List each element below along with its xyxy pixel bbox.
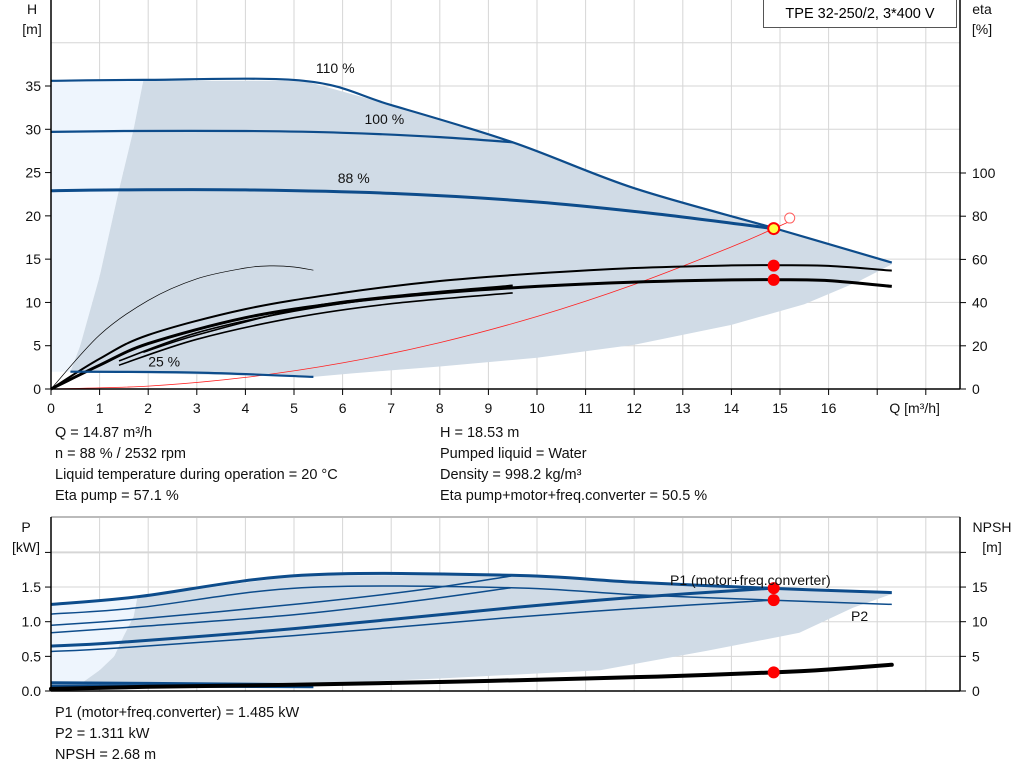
x-tick-label: 8 <box>436 400 444 416</box>
power-curve-p2-100 <box>50 586 512 634</box>
y2-tick-label: 60 <box>972 251 988 267</box>
x-tick-label: 7 <box>387 400 395 416</box>
power-curve-p2-88 <box>50 599 774 653</box>
y-tick-label: 0.5 <box>22 648 42 664</box>
npsh-curve <box>49 662 894 691</box>
x-tick-label: 0 <box>47 400 55 416</box>
p1-curve-label: P1 (motor+freq.converter) <box>670 572 831 588</box>
chart-title: TPE 32-250/2, 3*400 V <box>763 0 957 28</box>
y2-tick-label: 20 <box>972 338 988 354</box>
y-tick-label: 30 <box>25 121 41 137</box>
x-tick-label: 2 <box>144 400 152 416</box>
y-tick-label: 35 <box>25 78 41 94</box>
y-tick-label: 0.0 <box>22 683 42 699</box>
y2-axis-label: NPSH <box>973 519 1012 535</box>
y-tick-label: 1.0 <box>22 614 42 630</box>
y2-tick-label: 80 <box>972 208 988 224</box>
head-curve-label: 25 % <box>148 353 180 369</box>
readout-head: H = 18.53 m <box>440 425 520 441</box>
eta-curve-eta-pump-100 <box>118 285 513 362</box>
y-tick-label: 25 <box>25 165 41 181</box>
y-axis-label: H <box>27 1 37 17</box>
duty-point-marker <box>767 222 781 236</box>
x-tick-label: 14 <box>724 400 740 416</box>
x-tick-label: 11 <box>578 400 593 416</box>
readout-eta-total: Eta pump+motor+freq.converter = 50.5 % <box>440 488 708 504</box>
y-axis-label: P <box>21 519 30 535</box>
y2-tick-label: 0 <box>972 381 980 397</box>
eta-curve-eta-pump-25 <box>50 265 314 390</box>
readout-npsh: NPSH = 2.68 m <box>55 747 157 763</box>
y2-axis-unit: [%] <box>972 21 992 37</box>
eta-curve-eta-pump <box>50 264 892 390</box>
x-tick-label: 12 <box>626 400 642 416</box>
head-curve-label: 88 % <box>338 170 370 186</box>
p2-curve-label: P2 <box>851 608 868 624</box>
readout-liquid: Pumped liquid = Water <box>440 446 587 462</box>
operating-range-light <box>51 80 144 372</box>
readout-p2: P2 = 1.311 kW <box>55 726 150 742</box>
readout-density: Density = 998.2 kg/m³ <box>440 467 582 483</box>
x-tick-label: 16 <box>821 400 837 416</box>
y-axis-unit: [kW] <box>12 539 40 555</box>
x-tick-label: 1 <box>96 400 104 416</box>
head-curve-25 <box>70 370 314 378</box>
y-tick-label: 1.5 <box>22 579 42 595</box>
readout-temperature: Liquid temperature during operation = 20… <box>55 467 338 483</box>
head-curve-88 <box>50 188 774 231</box>
eta-curve-eta-total-100 <box>118 292 513 366</box>
system-curve-end-marker <box>784 212 796 224</box>
y2-tick-label: 5 <box>972 648 980 664</box>
y2-axis-unit: [m] <box>982 539 1001 555</box>
y2-tick-label: 10 <box>972 614 988 630</box>
x-tick-label: 13 <box>675 400 691 416</box>
x-axis-label: Q [m³/h] <box>889 400 940 416</box>
y-tick-label: 10 <box>25 294 41 310</box>
y-tick-label: 20 <box>25 208 41 224</box>
readout-p1: P1 (motor+freq.converter) = 1.485 kW <box>55 705 300 721</box>
system-curve <box>50 221 790 390</box>
eta-total-point-marker <box>767 273 780 286</box>
x-tick-label: 10 <box>529 400 545 416</box>
x-tick-label: 3 <box>193 400 201 416</box>
readout-flow: Q = 14.87 m³/h <box>55 425 153 441</box>
head-curve-110 <box>50 77 893 264</box>
eta-pump-point-marker <box>767 259 780 272</box>
x-tick-label: 9 <box>485 400 493 416</box>
head-curve-label: 110 % <box>316 60 355 76</box>
y2-tick-label: 40 <box>972 295 988 311</box>
power-curve-p1-100 <box>50 575 512 626</box>
y2-axis-label: eta <box>972 1 992 17</box>
head-curve-100 <box>50 129 513 144</box>
readout-speed: n = 88 % / 2532 rpm <box>55 446 186 462</box>
p2-point-marker <box>767 594 780 607</box>
power-range-light <box>51 596 138 685</box>
y2-tick-label: 100 <box>972 165 996 181</box>
y-tick-label: 15 <box>25 251 41 267</box>
x-tick-label: 6 <box>339 400 347 416</box>
y2-tick-label: 0 <box>972 683 980 699</box>
x-tick-label: 5 <box>290 400 298 416</box>
readout-eta-pump: Eta pump = 57.1 % <box>55 488 179 504</box>
npsh-point-marker <box>767 666 780 679</box>
p1-point-marker <box>767 582 780 595</box>
x-tick-label: 4 <box>242 400 250 416</box>
y2-tick-label: 15 <box>972 579 988 595</box>
head-curve-label: 100 % <box>364 111 404 127</box>
y-axis-unit: [m] <box>22 21 41 37</box>
x-tick-label: 15 <box>772 400 788 416</box>
y-tick-label: 0 <box>33 381 41 397</box>
y-tick-label: 5 <box>33 338 41 354</box>
power-range-envelope <box>80 575 892 685</box>
eta-curve-eta-pump-110 <box>143 284 513 354</box>
power-curve-p1-88 <box>50 586 774 648</box>
